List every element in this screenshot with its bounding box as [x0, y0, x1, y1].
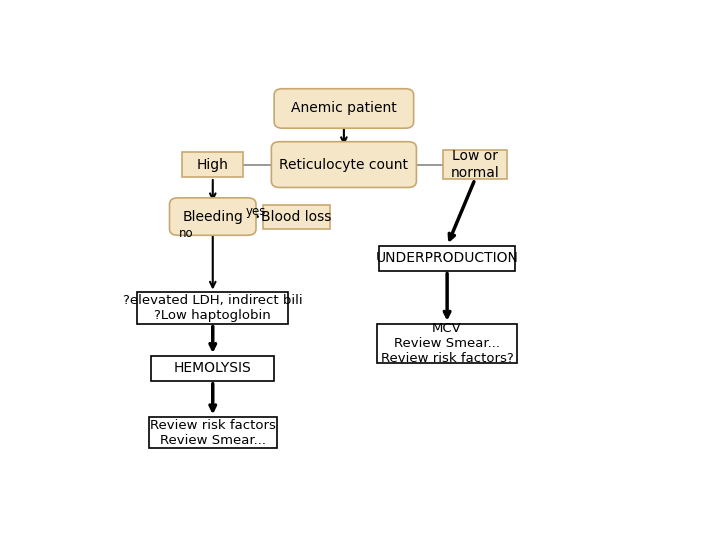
Text: Bleeding: Bleeding — [182, 210, 243, 224]
FancyBboxPatch shape — [182, 152, 243, 177]
Text: ?elevated LDH, indirect bili
?Low haptoglobin: ?elevated LDH, indirect bili ?Low haptog… — [123, 294, 302, 322]
FancyBboxPatch shape — [148, 417, 277, 448]
Text: High: High — [197, 158, 229, 172]
FancyBboxPatch shape — [169, 198, 256, 235]
FancyBboxPatch shape — [138, 293, 288, 323]
FancyBboxPatch shape — [151, 356, 274, 381]
Text: Blood loss: Blood loss — [261, 210, 332, 224]
Text: MCV
Review Smear...
Review risk factors?: MCV Review Smear... Review risk factors? — [381, 322, 513, 365]
FancyBboxPatch shape — [377, 323, 517, 363]
FancyBboxPatch shape — [274, 89, 414, 128]
Text: Anemic patient: Anemic patient — [291, 102, 397, 116]
FancyBboxPatch shape — [263, 205, 330, 228]
FancyBboxPatch shape — [443, 150, 507, 179]
Text: Review risk factors
Review Smear...: Review risk factors Review Smear... — [150, 419, 276, 447]
Text: HEMOLYSIS: HEMOLYSIS — [174, 361, 251, 375]
Text: Reticulocyte count: Reticulocyte count — [279, 158, 408, 172]
Text: UNDERPRODUCTION: UNDERPRODUCTION — [376, 251, 518, 265]
Text: Low or
normal: Low or normal — [451, 150, 500, 180]
FancyBboxPatch shape — [271, 141, 416, 187]
FancyBboxPatch shape — [379, 246, 516, 271]
Text: yes: yes — [246, 205, 266, 218]
Text: no: no — [179, 227, 194, 240]
